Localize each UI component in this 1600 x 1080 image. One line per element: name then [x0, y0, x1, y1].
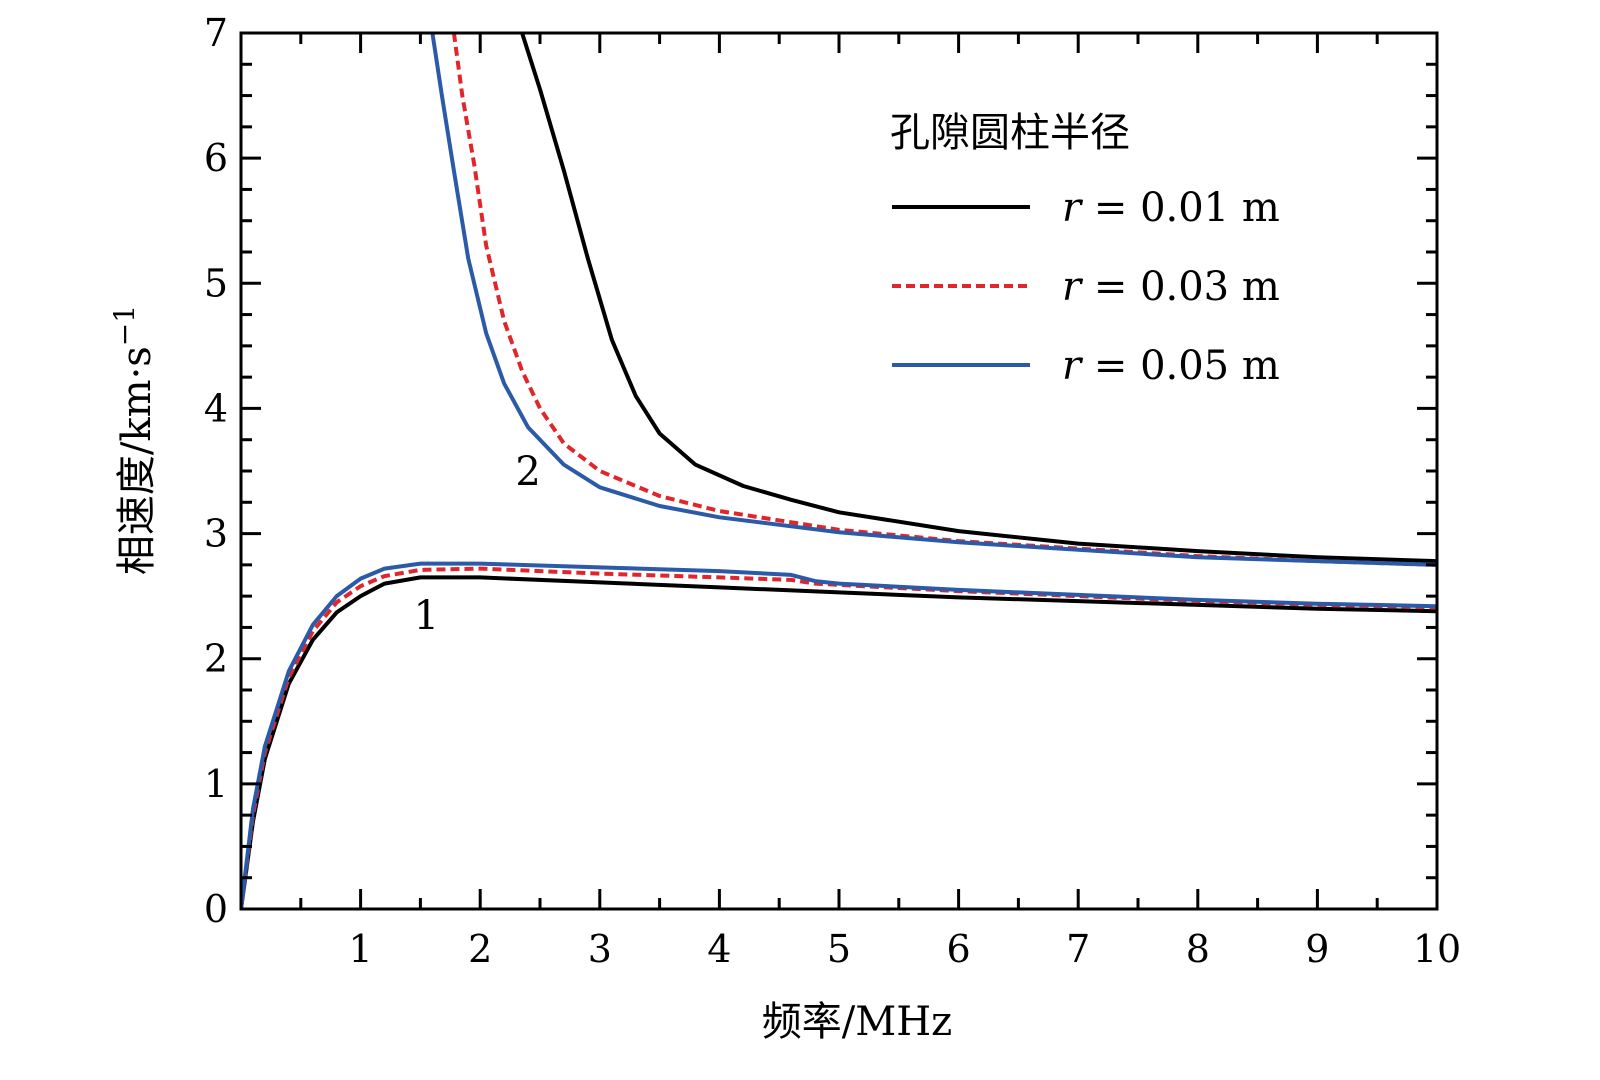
- x-tick-label: 9: [1305, 927, 1329, 971]
- series-line-mode2-3: [430, 33, 1437, 567]
- series-line-mode2-1: [520, 33, 1437, 564]
- x-tick-label: 5: [827, 927, 851, 971]
- x-tick-label: 3: [588, 927, 612, 971]
- legend-title: 孔隙圆柱半径: [890, 110, 1130, 156]
- x-tick-label: 1: [349, 927, 373, 971]
- x-axis-title: 频率/MHz: [762, 999, 952, 1045]
- y-tick-label: 6: [204, 136, 228, 180]
- x-tick-label: 4: [707, 927, 731, 971]
- y-tick-label: 1: [204, 762, 228, 806]
- y-tick-label: 7: [204, 11, 228, 55]
- y-tick-label: 3: [204, 512, 228, 556]
- axes-layer: [239, 31, 1439, 911]
- curve-label-2: 2: [515, 449, 540, 495]
- x-tick-label: 2: [468, 927, 492, 971]
- x-tick-label: 8: [1186, 927, 1210, 971]
- legend-label-2: r = 0.03 m: [1062, 264, 1280, 310]
- legend: 孔隙圆柱半径 r = 0.01 m r = 0.03 m r = 0.05 m: [890, 110, 1280, 389]
- labels-layer: 1 2 3 4 5 6 7 8 9 10 0 1 2 3 4 5 6 7 频率/MHz 相速度/km·s−1 1 2: [108, 11, 1461, 1045]
- y-tick-label: 2: [204, 637, 228, 681]
- legend-label-1: r = 0.01 m: [1062, 185, 1280, 231]
- x-tick-label: 7: [1066, 927, 1090, 971]
- y-tick-label: 4: [204, 386, 228, 430]
- legend-label-3: r = 0.05 m: [1062, 343, 1280, 389]
- x-tick-label: 10: [1413, 927, 1461, 971]
- plot-frame: [239, 31, 1439, 911]
- series-line-mode1-3: [241, 561, 1437, 909]
- series-layer: [241, 33, 1437, 909]
- y-tick-label: 5: [204, 261, 228, 305]
- x-tick-label: 6: [947, 927, 971, 971]
- y-tick-label: 0: [204, 887, 228, 931]
- curve-label-1: 1: [414, 593, 439, 639]
- y-axis-title: 相速度/km·s−1: [108, 305, 160, 575]
